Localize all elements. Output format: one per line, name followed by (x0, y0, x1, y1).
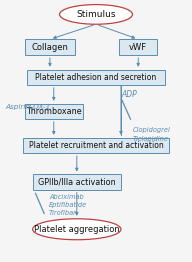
Text: ADP: ADP (121, 90, 137, 99)
FancyBboxPatch shape (33, 174, 121, 190)
Text: Ticlopidine: Ticlopidine (132, 136, 169, 142)
Text: COX-1: COX-1 (28, 105, 51, 110)
Text: vWF: vWF (129, 43, 147, 52)
FancyBboxPatch shape (27, 70, 165, 85)
FancyBboxPatch shape (23, 138, 169, 153)
Text: Thromboxane: Thromboxane (26, 107, 82, 116)
Text: Tirofiban: Tirofiban (49, 210, 78, 216)
Ellipse shape (33, 219, 121, 240)
Ellipse shape (60, 5, 132, 24)
Text: Platelet aggregation: Platelet aggregation (34, 225, 120, 234)
Text: GPIIb/IIIa activation: GPIIb/IIIa activation (38, 178, 116, 187)
Text: Platelet adhesion and secretion: Platelet adhesion and secretion (35, 73, 157, 82)
Text: Clopidogrel: Clopidogrel (132, 128, 170, 133)
Text: Stimulus: Stimulus (76, 10, 116, 19)
Text: Eptifibatide: Eptifibatide (49, 202, 87, 208)
FancyBboxPatch shape (119, 39, 157, 55)
Text: Aspirin: Aspirin (6, 105, 31, 110)
Text: Platelet recruitment and activation: Platelet recruitment and activation (29, 141, 163, 150)
FancyBboxPatch shape (25, 104, 83, 119)
Text: Abciximab: Abciximab (49, 194, 84, 200)
Text: Collagen: Collagen (31, 43, 68, 52)
FancyBboxPatch shape (25, 39, 75, 55)
